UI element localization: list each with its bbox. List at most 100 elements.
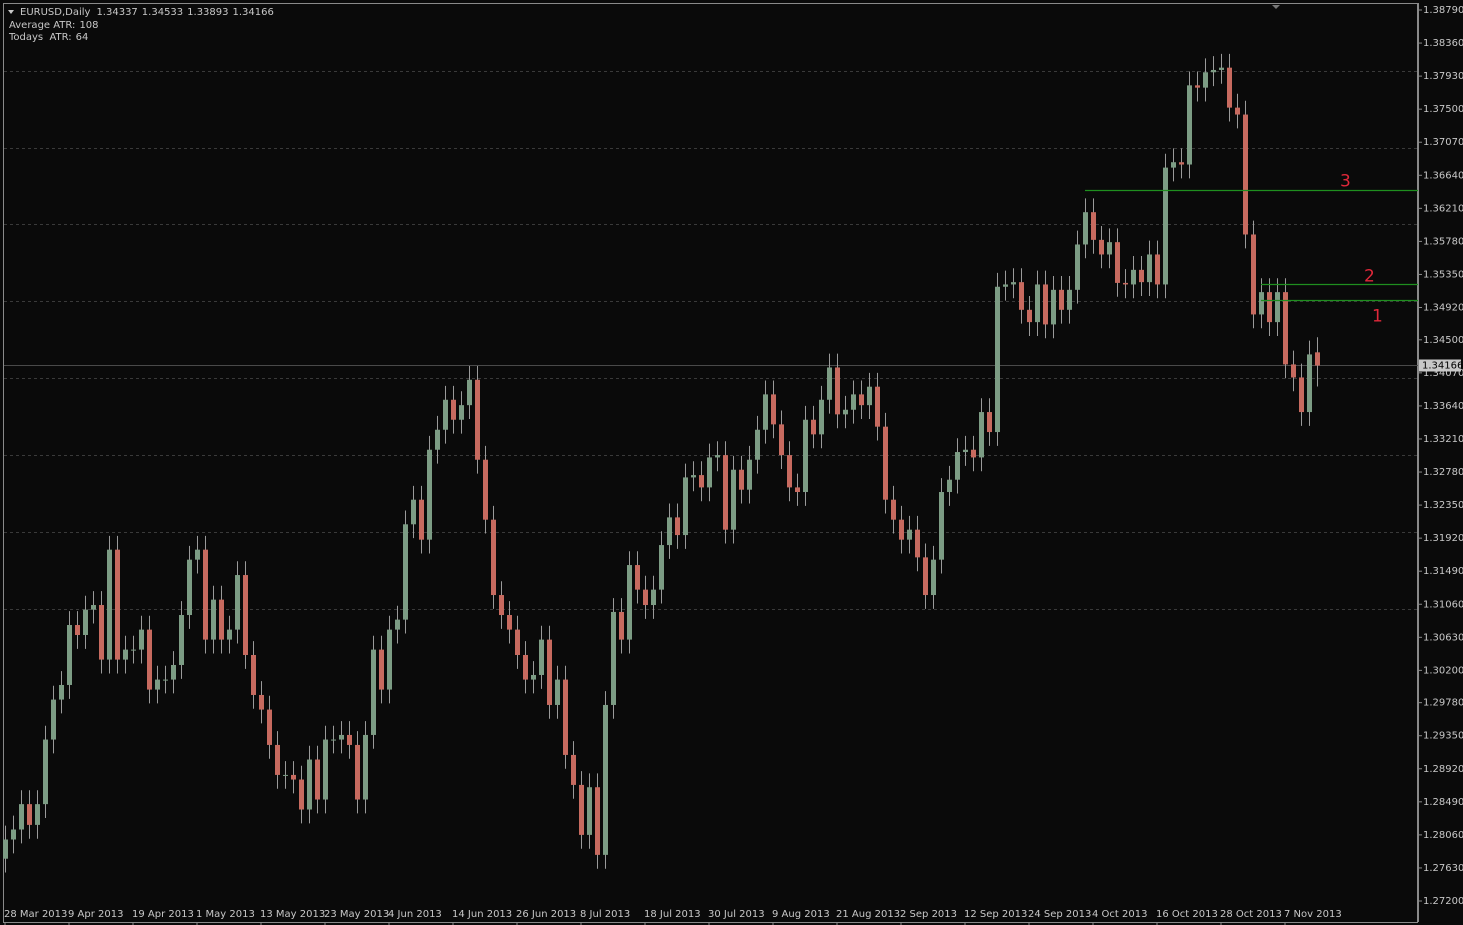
candle-body xyxy=(451,399,456,420)
candle-body xyxy=(763,394,768,430)
y-tick-label: 1.28490 xyxy=(1423,797,1463,808)
candle-body xyxy=(699,475,704,488)
candle-body xyxy=(483,459,488,520)
candle-body xyxy=(275,744,280,775)
candle-body xyxy=(643,589,648,606)
symbol: EURUSD,Daily xyxy=(20,7,91,18)
open-quote: 1.34337 xyxy=(96,7,137,18)
y-tick-label: 1.37930 xyxy=(1423,71,1463,82)
candle-body xyxy=(1211,69,1216,73)
candle-body xyxy=(283,774,288,776)
x-tick-label: 14 Jun 2013 xyxy=(452,909,512,920)
candle-body xyxy=(171,664,176,680)
candle-body xyxy=(43,739,48,805)
y-tick-label: 1.30630 xyxy=(1423,632,1463,643)
y-tick-label: 1.34500 xyxy=(1423,335,1463,346)
candle-body xyxy=(803,419,808,493)
candle-body xyxy=(1075,244,1080,290)
chart-header: EURUSD,Daily 1.34337 1.34533 1.33893 1.34166 xyxy=(20,7,274,18)
candle-body xyxy=(555,679,560,705)
candle-body xyxy=(1235,107,1240,115)
candle-body xyxy=(531,674,536,680)
candle-body xyxy=(731,469,736,530)
candle-body xyxy=(1131,269,1136,285)
candle-body xyxy=(1011,282,1016,285)
candle-body xyxy=(843,409,848,415)
candle-body xyxy=(75,625,80,636)
indicator-value: 64 xyxy=(76,32,89,43)
candle-body xyxy=(1171,162,1176,168)
candle-body xyxy=(771,394,776,425)
candle-body xyxy=(603,704,608,855)
candle-body xyxy=(563,679,568,755)
y-tick-label: 1.33640 xyxy=(1423,401,1463,412)
candle-body xyxy=(1019,282,1024,310)
candle-body xyxy=(587,787,592,835)
candle-body xyxy=(1091,212,1096,240)
y-tick-label: 1.30200 xyxy=(1423,665,1463,676)
candle-body xyxy=(1067,289,1072,310)
candle-body xyxy=(939,492,944,560)
y-tick-label: 1.31060 xyxy=(1423,599,1463,610)
x-tick-label: 2 Sep 2013 xyxy=(900,909,957,920)
candle-body xyxy=(187,559,192,616)
x-tick-label: 12 Sep 2013 xyxy=(964,909,1027,920)
candle-body xyxy=(371,649,376,735)
candle-body xyxy=(59,684,64,700)
candle-body xyxy=(515,629,520,655)
candle-body xyxy=(195,549,200,560)
y-tick-label: 1.28920 xyxy=(1423,764,1463,775)
candle-body xyxy=(635,565,640,590)
candle-body xyxy=(1315,352,1320,366)
candle-body xyxy=(307,759,312,810)
candle-body xyxy=(835,367,840,415)
candle-body xyxy=(819,399,824,435)
candle-body xyxy=(91,605,96,610)
candle-body xyxy=(1163,167,1168,285)
candle-body xyxy=(499,595,504,616)
candle-body xyxy=(595,787,600,855)
x-tick-label: 30 Jul 2013 xyxy=(708,909,765,920)
candle-body xyxy=(747,459,752,490)
x-tick-label: 21 Aug 2013 xyxy=(836,909,900,920)
x-tick-label: 4 Jun 2013 xyxy=(388,909,442,920)
indicator-label: Todays ATR: xyxy=(8,32,72,43)
y-tick-label: 1.38360 xyxy=(1423,38,1463,49)
candle-body xyxy=(467,379,472,406)
candle-body xyxy=(1115,242,1120,283)
y-tick-label: 1.27630 xyxy=(1423,863,1463,874)
y-tick-label: 1.29350 xyxy=(1423,731,1463,742)
y-tick-label: 1.32350 xyxy=(1423,500,1463,511)
candle-body xyxy=(1307,354,1312,413)
candle-body xyxy=(115,549,120,660)
candle-body xyxy=(131,649,136,651)
x-tick-label: 24 Sep 2013 xyxy=(1028,909,1091,920)
candle-body xyxy=(107,549,112,660)
candle-body xyxy=(1283,292,1288,365)
level-label: 3 xyxy=(1340,172,1351,192)
candle-body xyxy=(1107,242,1112,255)
candle-body xyxy=(523,654,528,680)
candle-body xyxy=(995,286,1000,433)
candle-body xyxy=(1267,292,1272,323)
indicator-line: Average ATR: 108 xyxy=(9,20,99,31)
candle-body xyxy=(1203,72,1208,88)
x-tick-label: 4 Oct 2013 xyxy=(1092,909,1147,920)
candle-body xyxy=(1123,282,1128,285)
candle-body xyxy=(891,499,896,520)
candle-body xyxy=(1243,114,1248,235)
current-price-box xyxy=(1419,359,1461,372)
x-tick-label: 8 Jul 2013 xyxy=(580,909,630,920)
candle-body xyxy=(123,649,128,660)
x-tick-label: 26 Jun 2013 xyxy=(516,909,576,920)
candle-body xyxy=(963,449,968,453)
candle-body xyxy=(1251,234,1256,315)
candle-body xyxy=(1099,239,1104,255)
candle-body xyxy=(395,619,400,630)
y-tick-label: 1.34070 xyxy=(1423,368,1463,379)
candle-body xyxy=(459,405,464,420)
candle-body xyxy=(19,804,24,830)
candle-body xyxy=(83,609,88,636)
candle-body xyxy=(27,804,32,825)
